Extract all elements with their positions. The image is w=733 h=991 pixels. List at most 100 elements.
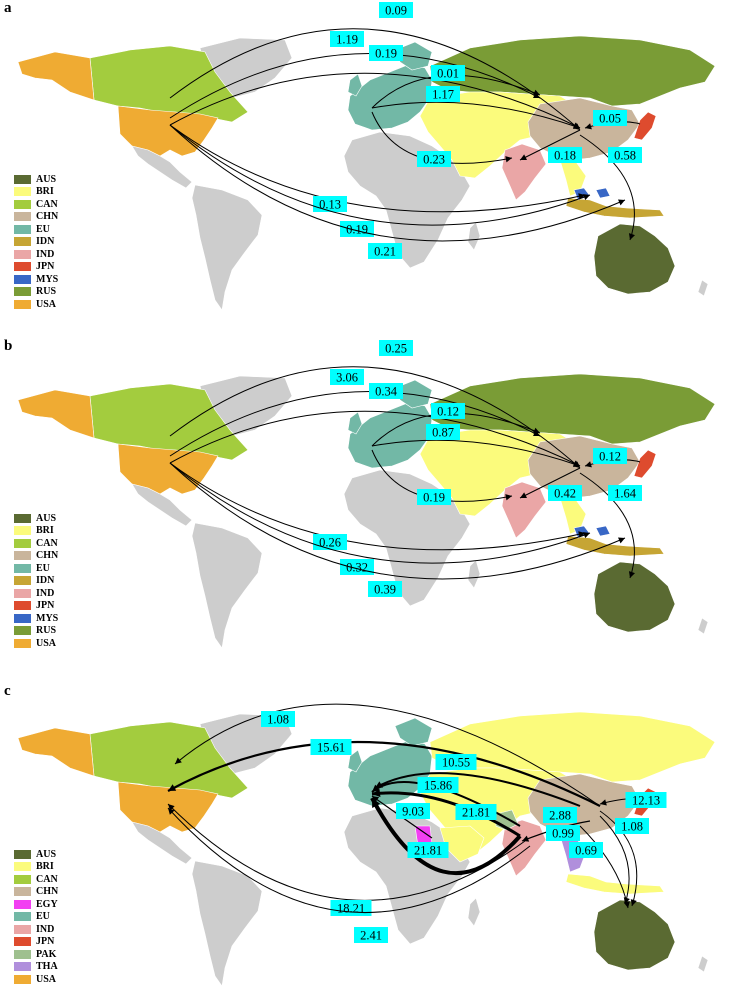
flow-label-box xyxy=(615,818,649,834)
flow-value-label: 0.12 xyxy=(437,405,459,419)
legend-swatch xyxy=(14,526,31,536)
legend-swatch xyxy=(14,274,31,284)
legend-swatch xyxy=(14,551,31,561)
flow-value-label: 0.05 xyxy=(599,112,621,126)
flow-label-box xyxy=(455,804,497,820)
arrow-head xyxy=(520,492,527,499)
region-madagascar xyxy=(467,897,481,927)
legend-label: BRI xyxy=(36,186,54,198)
flow-label-box xyxy=(417,489,451,505)
map-panel-b: 0.25 3.06 0.34 0.12 0.87 0.12 0.19 0.42 1.64 0.26… xyxy=(17,340,716,649)
flow-value-label: 1.19 xyxy=(336,33,358,47)
flow-line xyxy=(579,825,629,909)
flow-line xyxy=(174,703,601,807)
legend-item-can: CAN xyxy=(14,537,58,550)
arrow-head xyxy=(168,784,177,791)
flow-label-box xyxy=(330,31,364,47)
legend-label: JPN xyxy=(36,261,55,273)
flow-value-label: 0.32 xyxy=(346,561,368,575)
flow-line xyxy=(169,124,626,242)
legend-swatch xyxy=(14,887,31,897)
region-mexico xyxy=(131,145,193,189)
region-new-zealand xyxy=(697,279,709,297)
legend-item-aus: AUS xyxy=(14,512,58,525)
flow-label-box xyxy=(426,424,460,440)
flow-label-box xyxy=(313,534,347,550)
legend-swatch xyxy=(14,638,31,648)
arrow-head xyxy=(520,154,527,161)
legend-label: CAN xyxy=(36,873,58,885)
flow-label-box xyxy=(593,110,627,126)
flow-label-box xyxy=(625,792,667,808)
flow-value-label: 9.03 xyxy=(402,805,424,819)
legend-item-eu: EU xyxy=(14,911,58,924)
flow-value-label: 0.39 xyxy=(374,583,396,597)
flow-line xyxy=(169,366,581,469)
flow-line xyxy=(169,28,581,131)
region-canada xyxy=(89,383,249,461)
region-britain xyxy=(347,73,363,97)
flow-label-box xyxy=(396,803,430,819)
region-indonesia xyxy=(565,535,665,557)
flow-label-box xyxy=(379,340,413,356)
flow-label-box xyxy=(261,711,295,727)
legend-swatch xyxy=(14,262,31,272)
panel-label: c xyxy=(4,683,11,699)
flow-label-box xyxy=(330,900,372,916)
legend-item-mys: MYS xyxy=(14,612,58,625)
legend-item-aus: AUS xyxy=(14,173,58,186)
legend-item-ind: IND xyxy=(14,248,58,261)
legend-item-aus: AUS xyxy=(14,848,58,861)
legend-item-jpn: JPN xyxy=(14,936,58,949)
legend-swatch xyxy=(14,212,31,222)
legend-item-eu: EU xyxy=(14,223,58,236)
legend-swatch xyxy=(14,299,31,309)
legend-swatch xyxy=(14,187,31,197)
region-britain xyxy=(347,411,363,435)
legend-label: AUS xyxy=(36,512,57,524)
legend-swatch xyxy=(14,613,31,623)
region-europe xyxy=(347,401,433,469)
flow-label-box xyxy=(546,825,580,841)
region-alaska xyxy=(17,389,95,439)
legend-label: IND xyxy=(36,587,55,599)
flow-label-box xyxy=(369,45,403,61)
legend-item-rus: RUS xyxy=(14,625,58,638)
flow-label-box xyxy=(354,927,388,943)
region-india xyxy=(501,143,547,201)
legend-item-idn: IDN xyxy=(14,236,58,249)
flow-line xyxy=(169,53,541,119)
flow-value-label: 0.01 xyxy=(437,67,459,81)
region-scandinavia xyxy=(394,379,433,409)
flow-value-label: 21.81 xyxy=(414,844,442,858)
arrow-head xyxy=(628,571,635,578)
flow-value-label: 1.17 xyxy=(432,88,454,102)
panel-b: b 0.25 3.06 0.34 0.12 0.87 0.12 0.19 0.42 1.64 0.… xyxy=(0,330,733,660)
flow-line xyxy=(371,439,581,467)
flow-label-box xyxy=(313,196,347,212)
legend-item-jpn: JPN xyxy=(14,600,58,613)
arrow-head xyxy=(585,461,592,468)
legend-item-chn: CHN xyxy=(14,211,58,224)
region-indonesia xyxy=(565,197,665,219)
flow-line xyxy=(371,791,521,838)
flow-label-box xyxy=(608,147,642,163)
flow-line xyxy=(169,410,581,467)
flow-label-box xyxy=(593,448,627,464)
region-mexico xyxy=(131,483,193,527)
legend-item-pak: PAK xyxy=(14,948,58,961)
legend-item-can: CAN xyxy=(14,873,58,886)
legend-item-chn: CHN xyxy=(14,550,58,563)
flow-line xyxy=(169,462,591,564)
arrow-head xyxy=(583,532,590,539)
arrow-head xyxy=(505,156,512,163)
flow-value-label: 0.26 xyxy=(319,536,341,550)
flow-line xyxy=(169,124,591,226)
flow-value-label: 0.25 xyxy=(385,342,407,356)
flow-value-label: 0.13 xyxy=(319,198,341,212)
flow-value-label: 2.41 xyxy=(360,929,382,943)
region-india xyxy=(501,481,547,539)
flow-value-label: 10.55 xyxy=(442,756,470,770)
arrow-head xyxy=(522,835,530,842)
region-south-america xyxy=(191,522,263,649)
